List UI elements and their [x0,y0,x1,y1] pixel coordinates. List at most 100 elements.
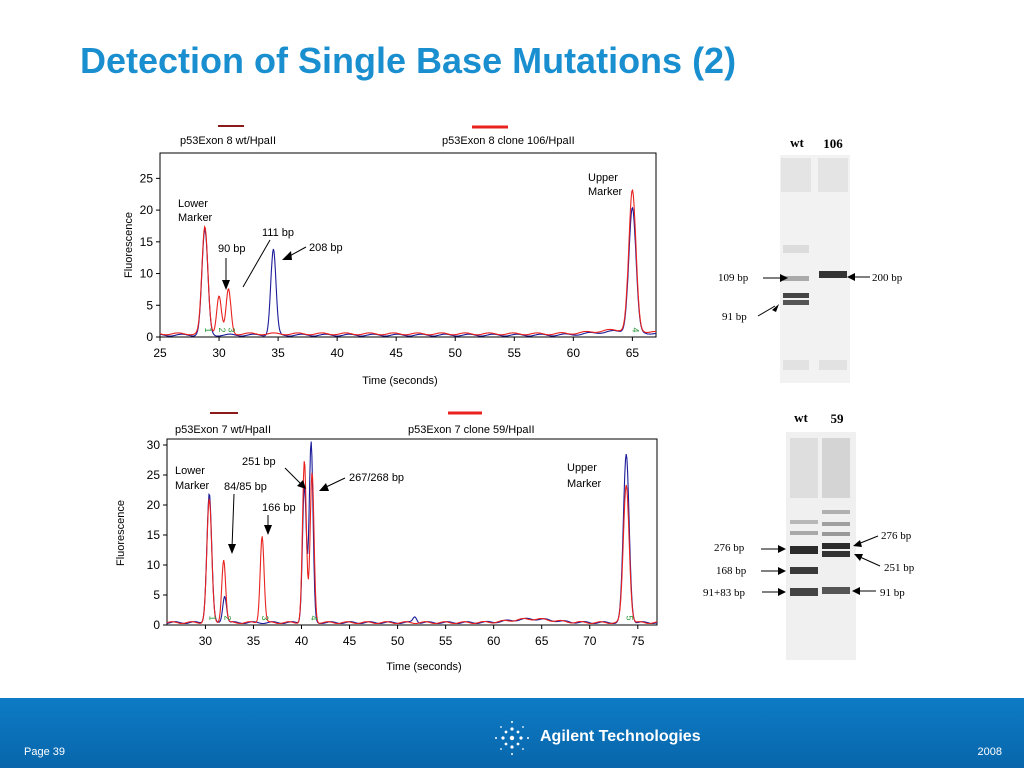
x-tick-label: 35 [247,634,261,648]
y-axis-label: Fluorescence [115,500,127,566]
gel-band-168bp [790,567,818,574]
gel-smear-wt [783,245,809,253]
x-tick-label: 60 [567,346,581,360]
lower-marker-label-line1: Lower [175,465,205,477]
annotations: Lower Marker Upper Marker 251 bp 84/85 b… [175,456,602,554]
gel-label-168bp: 168 bp [716,565,747,577]
gel-band-200bp [819,271,847,278]
trace-wt [166,441,658,625]
trace-wt [159,206,657,337]
gel-lane-clone: 59 [831,411,845,426]
gel-background [780,155,850,383]
x-tick-label: 45 [390,346,404,360]
electropherogram-exon7: p53Exon 7 wt/HpaII p53Exon 7 clone 59/Hp… [115,411,658,673]
gel-front-clone [819,360,847,370]
y-tick-label: 30 [147,438,161,452]
x-tick-label: 35 [271,346,285,360]
footer-bar: Page 39 Agilent Technologies 2008 [0,698,1024,768]
peak-number: 3 [260,615,270,620]
gel-band-91-83bp [790,588,818,596]
gel-lane-clone: 106 [823,136,843,151]
gel-smear-clone [822,438,850,498]
y-tick-label: 15 [140,235,154,249]
gel-arrowhead-251bp [854,554,863,561]
gel-band-91bp-b [783,300,809,305]
gel-faint-band-clone-1 [822,510,850,514]
y-tick-label: 10 [140,267,154,281]
trace-clone [159,188,656,336]
upper-marker-label-line1: Upper [588,172,618,184]
gel-arrowhead-91bp [772,304,779,312]
arrow-111bp [242,239,271,288]
y-axis-label: Fluorescence [123,212,135,278]
y-tick-label: 0 [153,618,160,632]
gel-lane-wt: wt [794,410,808,425]
gel-faint-band-clone-2 [822,522,850,526]
traces [159,188,657,337]
spark-icon [495,721,529,755]
x-tick-label: 40 [330,346,344,360]
gel-faint-band-wt-1 [790,520,818,524]
arrow-251bp [284,467,303,486]
x-tick-label: 60 [487,634,501,648]
gel-lane-wt: wt [790,135,804,150]
gel-label-200bp: 200 bp [872,272,903,284]
legend-label-wt: p53Exon 8 wt/HpaII [180,135,276,147]
gel-well-clone [818,158,848,192]
peak-label-251bp: 251 bp [242,456,276,468]
x-tick-label: 75 [631,634,645,648]
y-tick-label: 25 [140,171,154,185]
lower-marker-label-line2: Marker [178,212,213,224]
gel-faint-band-wt-2 [790,531,818,535]
gel-arrow-251bp [859,556,881,567]
x-axis-ticks: 25 30 35 40 45 50 55 60 65 [153,337,639,360]
legend-label-clone: p53Exon 8 clone 106/HpaII [442,135,575,147]
gel-well-wt [781,158,811,192]
gel-band-109bp [783,276,809,281]
peak-number: 4 [630,327,640,332]
arrowhead-90bp [222,280,230,290]
footer-year: 2008 [977,746,1002,758]
peak-number: 1 [207,615,217,620]
x-tick-label: 25 [153,346,167,360]
gel-arrowhead-276bp-left [778,545,786,553]
x-tick-label: 55 [508,346,522,360]
peak-number: 4 [309,615,319,620]
gel-label-276bp-left: 276 bp [714,542,745,554]
y-tick-label: 20 [147,498,161,512]
gel-label-91bp: 91 bp [880,587,905,599]
peak-label-84-85bp: 84/85 bp [224,481,267,493]
gel-arrowhead-276bp-right [853,540,862,547]
x-tick-label: 65 [535,634,549,648]
company-logo: Agilent Technologies [492,718,712,758]
arrowhead-267-268bp [319,483,329,491]
y-tick-label: 0 [146,330,153,344]
arrowhead-251bp [297,480,306,489]
x-tick-label: 70 [583,634,597,648]
gel-front-wt [783,360,809,370]
arrow-267-268bp [323,477,346,489]
gel-label-91-83bp: 91+83 bp [703,587,745,599]
gel-smear-wt [790,438,818,498]
annotations: Lower Marker Upper Marker 90 bp 111 bp 2… [178,172,623,290]
x-tick-label: 50 [391,634,405,648]
gel-faint-band-clone-3 [822,532,850,536]
peak-label-90bp: 90 bp [218,243,246,255]
plot-frame [159,152,657,338]
gel-band-251bp [822,551,850,557]
gel-arrow-91bp [757,305,776,317]
x-tick-label: 45 [343,634,357,648]
y-tick-label: 25 [147,468,161,482]
x-axis-label: Time (seconds) [386,661,461,673]
trace-clone [166,461,658,625]
lower-marker-label-line1: Lower [178,198,208,210]
gel-image-exon8: wt 106 109 bp 91 bp 200 bp [718,135,903,383]
gel-band-276bp-clone [822,543,850,549]
y-tick-label: 15 [147,528,161,542]
gel-arrowhead-91-83bp [778,588,786,596]
x-tick-label: 65 [626,346,640,360]
arrowhead-208bp [282,251,292,260]
peak-number: 5 [624,615,634,620]
arrow-84-85bp [231,493,235,549]
